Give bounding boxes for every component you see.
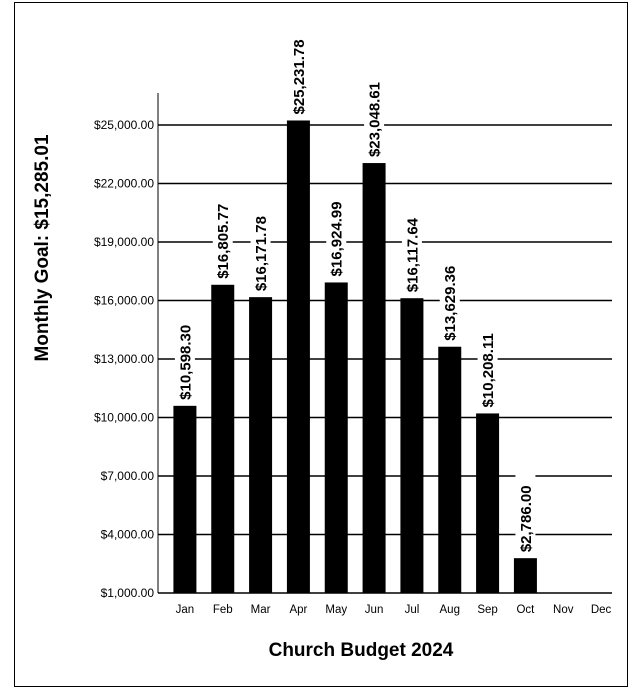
value-label: $23,048.61 xyxy=(367,82,384,157)
bar-chart: $1,000.00 $4,000.00 $7,000.00 $10,000.00 $13… xyxy=(32,28,612,661)
bar xyxy=(362,163,386,593)
value-label: $16,117.64 xyxy=(404,217,421,292)
bar xyxy=(438,346,462,593)
y-tick-label: $10,000.00 xyxy=(94,411,154,425)
value-label-backing xyxy=(477,321,498,408)
bar xyxy=(324,282,348,593)
value-label: $16,924.99 xyxy=(329,201,346,276)
value-label-backing xyxy=(401,206,422,293)
value-label: $2,786.00 xyxy=(518,485,535,552)
value-label-backing xyxy=(250,205,271,292)
bar xyxy=(173,405,197,593)
bar xyxy=(286,120,310,594)
y-axis-label: Monthly Goal: $15,285.01 xyxy=(32,134,53,361)
y-tick-label: $22,000.00 xyxy=(94,177,154,191)
category-label: Aug xyxy=(440,604,460,616)
category-label: Jan xyxy=(176,604,195,616)
category-label: Apr xyxy=(289,604,307,616)
value-label-backing xyxy=(515,474,536,553)
value-label: $10,598.30 xyxy=(177,325,194,400)
y-tick-label: $13,000.00 xyxy=(94,352,154,366)
category-label: Nov xyxy=(553,604,574,616)
category-labels: Jan Feb Mar Apr May Jun Jul Aug Sep Oct Nov Dec xyxy=(176,604,612,616)
value-label-backing xyxy=(174,313,195,400)
y-tick-label: $7,000.00 xyxy=(101,469,155,483)
value-label-backing xyxy=(212,192,233,279)
value-label-backing xyxy=(439,254,460,341)
value-label-backing xyxy=(364,71,385,158)
category-label: Oct xyxy=(516,604,535,616)
category-label: Jul xyxy=(405,604,420,616)
bars xyxy=(173,120,537,594)
value-label: $13,629.36 xyxy=(442,266,459,341)
y-tick-label: $19,000.00 xyxy=(94,235,154,249)
y-tick-label: $25,000.00 xyxy=(94,118,154,132)
y-tick-label: $1,000.00 xyxy=(101,586,155,600)
y-tick-labels: $1,000.00 $4,000.00 $7,000.00 $10,000.00 $13… xyxy=(94,118,154,600)
value-label: $10,208.11 xyxy=(480,333,497,407)
y-tick-label: $16,000.00 xyxy=(94,294,154,308)
category-label: Sep xyxy=(477,604,497,616)
category-label: Feb xyxy=(213,604,233,616)
value-label-backing xyxy=(326,190,347,277)
chart-frame: $1,000.00 $4,000.00 $7,000.00 $10,000.00 $13… xyxy=(14,2,628,687)
category-label: Dec xyxy=(591,604,612,616)
category-label: Mar xyxy=(251,604,271,616)
bar xyxy=(400,298,424,593)
value-labels: $10,598.30 $16,805.77 $16,171.78 $25,231.78… xyxy=(174,28,536,553)
category-label: May xyxy=(325,604,347,616)
value-label: $16,171.78 xyxy=(253,216,270,291)
value-label-backing xyxy=(288,28,309,115)
y-tick-label: $4,000.00 xyxy=(101,528,155,542)
value-label: $16,805.77 xyxy=(215,204,232,279)
bar xyxy=(476,413,500,593)
chart-title: Church Budget 2024 xyxy=(269,640,454,661)
value-label: $25,231.78 xyxy=(291,39,308,114)
bar xyxy=(513,558,537,593)
bar xyxy=(249,297,273,593)
bar xyxy=(211,284,235,593)
category-label: Jun xyxy=(365,604,384,616)
